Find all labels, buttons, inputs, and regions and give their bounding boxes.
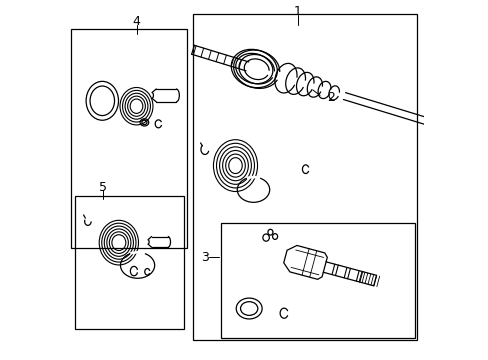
Bar	[71, 29, 186, 248]
Text: 3: 3	[201, 251, 208, 264]
Text: 4: 4	[132, 15, 140, 28]
Bar	[221, 223, 415, 338]
Bar	[75, 196, 183, 329]
Text: 2: 2	[326, 91, 334, 104]
Text: 5: 5	[99, 181, 107, 194]
Bar	[193, 14, 416, 340]
Text: 1: 1	[293, 5, 301, 18]
